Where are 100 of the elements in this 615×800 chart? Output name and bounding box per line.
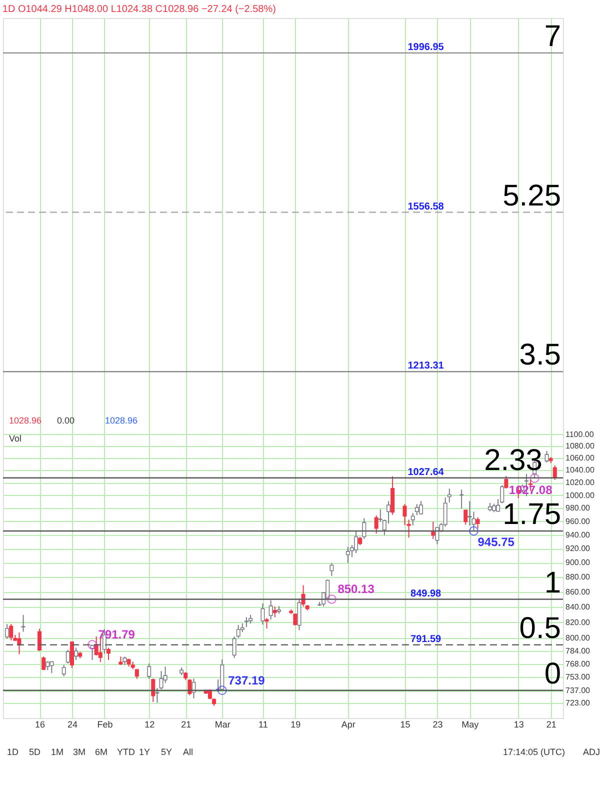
candlestick	[297, 598, 302, 631]
candlestick	[362, 518, 366, 540]
annotation: 5.25	[502, 179, 561, 212]
y-tick-label: 980.00	[566, 504, 591, 513]
candlestick	[62, 664, 66, 677]
x-tick-label: 16	[35, 720, 46, 730]
candlestick	[431, 521, 436, 540]
candlestick	[134, 669, 139, 680]
annotation: 2.33	[484, 444, 542, 477]
y-tick-label: 753.00	[566, 672, 591, 682]
candlestick	[410, 512, 415, 526]
candlestick	[414, 504, 419, 516]
y-tick-label: 1100.00	[566, 430, 594, 439]
candlestick	[330, 562, 334, 576]
y-tick-label: 880.00	[566, 572, 591, 582]
text: 6M	[95, 747, 108, 757]
point	[327, 594, 336, 604]
ref-line-label: 791.59	[410, 634, 442, 645]
candlestick	[155, 687, 160, 704]
annotation: 0.5	[519, 612, 561, 645]
x-tick-label: 24	[67, 720, 78, 730]
y-tick-label: 1040.00	[566, 466, 595, 475]
annotation: 1.75	[502, 498, 561, 531]
x-tick-label: 12	[144, 720, 155, 730]
candlestick	[21, 614, 26, 632]
x-tick-label: 15	[400, 720, 410, 730]
text: 17:14:05 (UTC)	[503, 747, 566, 757]
annotation: 0.00	[57, 416, 75, 426]
x-tick-label: May	[462, 720, 480, 730]
candlestick	[390, 476, 395, 516]
candlestick	[464, 510, 468, 526]
y-tick-label: 800.00	[566, 634, 591, 643]
candlestick	[504, 475, 508, 490]
y-tick-label: 900.00	[566, 558, 591, 568]
x-tick-label: Mar	[214, 720, 230, 730]
candlestick	[5, 624, 10, 640]
text: 5Y	[161, 747, 172, 757]
candlestick	[264, 618, 269, 630]
candlestick	[402, 504, 407, 526]
candlestick	[260, 602, 265, 626]
x-tick-label: 19	[290, 720, 301, 730]
ref-line-label: 1213.31	[408, 360, 444, 372]
candlestick	[460, 489, 464, 510]
annotation: 7	[544, 20, 561, 53]
text: YTD	[117, 747, 136, 757]
candlestick	[151, 678, 156, 702]
y-tick-label: 784.00	[566, 646, 591, 656]
x-tick-label: 21	[181, 720, 192, 730]
x-tick-label: 11	[258, 720, 268, 730]
annotation: 850.13	[338, 582, 375, 596]
y-tick-label: 723.00	[566, 698, 591, 708]
annotation: 1028.96	[105, 416, 138, 426]
candlestick	[66, 649, 70, 664]
annotation: 0	[544, 657, 561, 690]
candlestick	[106, 647, 111, 661]
text: 5D	[29, 747, 42, 757]
candlestick	[244, 616, 248, 628]
candlestick	[406, 519, 411, 538]
y-tick-label: 1080.00	[566, 442, 595, 451]
candlestick	[147, 663, 152, 680]
annotation: 1028.96	[9, 416, 42, 426]
ref-line-label: 849.98	[410, 588, 442, 600]
annotation: 945.75	[478, 534, 515, 549]
text: ADJ	[583, 747, 600, 757]
point	[217, 686, 227, 696]
annotation: 737.19	[228, 673, 266, 688]
candlestick	[354, 530, 358, 554]
ref-line-label: 1556.58	[408, 201, 444, 212]
candlestick	[232, 636, 236, 658]
y-tick-label: 820.00	[566, 618, 591, 627]
candlestick	[418, 500, 423, 516]
candlestick	[236, 624, 240, 639]
candlestick	[346, 546, 350, 564]
candlestick	[9, 624, 14, 641]
y-tick-label: 960.00	[566, 516, 591, 526]
y-tick-label: 860.00	[566, 587, 591, 596]
chart-subtitle: 1D O1044.29 H1048.00 L1024.38 C1028.96 −27.24 (−2.58%)	[2, 4, 276, 15]
candlestick	[544, 450, 549, 463]
candlestick	[268, 600, 273, 620]
x-tick-label: 23	[432, 720, 443, 730]
point	[530, 474, 540, 483]
candlestick	[42, 656, 46, 671]
candlestick	[70, 641, 74, 668]
annotation: Vol	[9, 434, 22, 444]
text: 1M	[51, 747, 64, 757]
y-tick-label: 1020.00	[566, 478, 595, 488]
ref-line-label: 1027.64	[408, 466, 444, 478]
text: 1Y	[139, 747, 150, 757]
candlestick	[74, 647, 78, 661]
y-tick-label: 920.00	[566, 544, 591, 554]
point	[469, 526, 478, 536]
candlestick	[447, 488, 452, 503]
annotation: 1	[544, 566, 561, 600]
text: 3M	[73, 747, 86, 757]
candlestick	[552, 464, 557, 480]
candlestick	[159, 670, 164, 690]
y-tick-label: 940.00	[566, 530, 591, 540]
y-tick-label: 840.00	[566, 602, 591, 612]
ref-line-label: 1996.95	[408, 42, 444, 53]
x-tick-label: Apr	[341, 720, 356, 730]
